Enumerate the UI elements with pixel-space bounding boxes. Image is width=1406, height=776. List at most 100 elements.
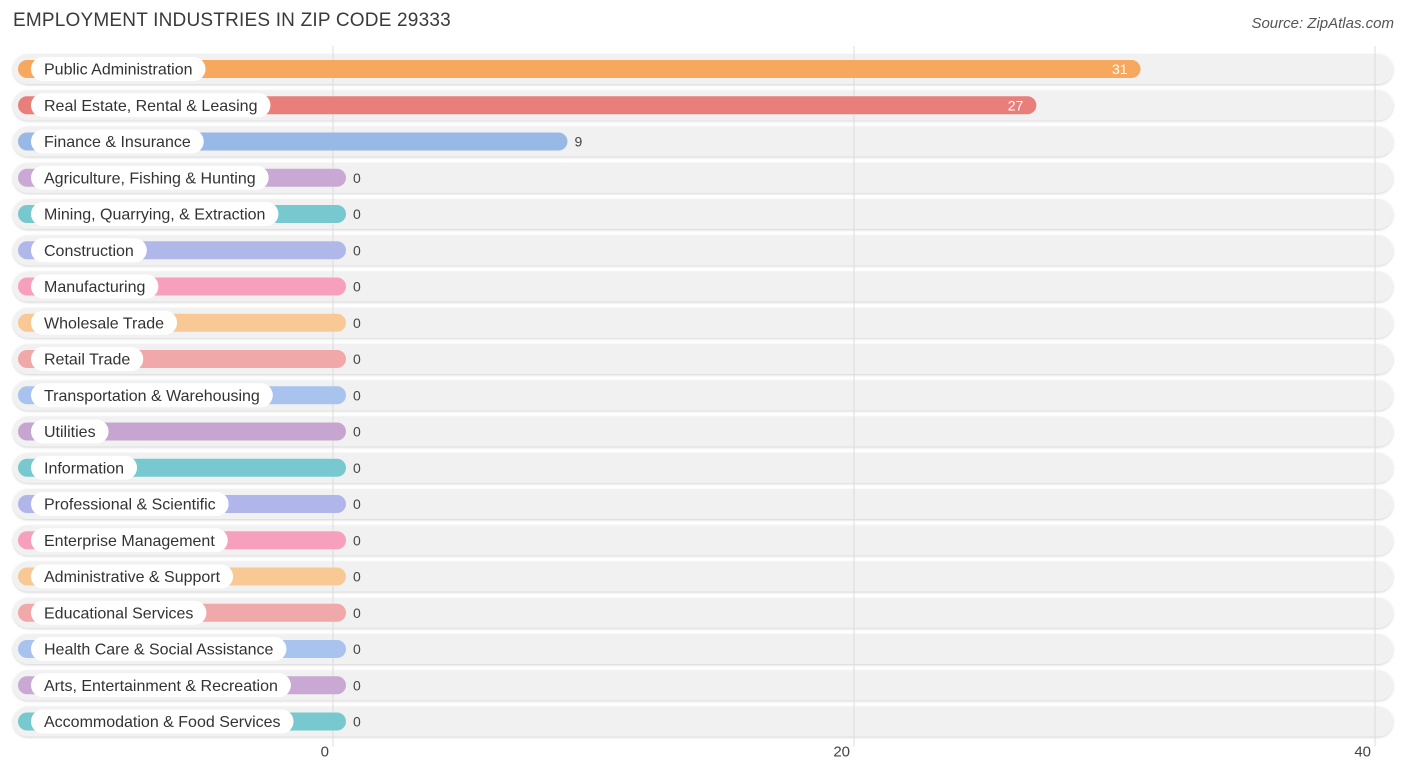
value-label: 31 bbox=[1112, 61, 1128, 77]
category-label-pill bbox=[31, 455, 138, 480]
category-label-pill bbox=[31, 129, 204, 154]
bar-row: Manufacturing 0 bbox=[18, 274, 361, 299]
value-label: 0 bbox=[353, 714, 361, 730]
category-label-pill bbox=[31, 709, 294, 734]
value-label: 0 bbox=[353, 460, 361, 476]
bar-row: Enterprise Management 0 bbox=[18, 528, 361, 553]
category-label: Arts, Entertainment & Recreation bbox=[44, 678, 278, 695]
row-track bbox=[13, 525, 1393, 556]
value-label: 9 bbox=[574, 134, 582, 150]
value-label: 0 bbox=[353, 206, 361, 222]
category-label-pill bbox=[31, 419, 109, 444]
category-label-pill bbox=[31, 202, 279, 226]
category-label-pill bbox=[31, 165, 269, 190]
value-label: 0 bbox=[353, 170, 361, 186]
category-label-pill bbox=[31, 93, 271, 118]
category-label: Administrative & Support bbox=[44, 569, 221, 586]
value-label: 0 bbox=[353, 424, 361, 440]
category-label: Transportation & Warehousing bbox=[44, 388, 260, 405]
category-label: Construction bbox=[44, 243, 134, 260]
bar bbox=[18, 96, 1037, 115]
row-track bbox=[13, 670, 1393, 701]
value-label: 0 bbox=[353, 242, 361, 258]
value-label: 27 bbox=[1008, 97, 1024, 113]
bar bbox=[18, 60, 1141, 78]
value-label: 0 bbox=[353, 387, 361, 403]
category-label: Enterprise Management bbox=[44, 533, 215, 550]
category-label-pill bbox=[31, 274, 159, 299]
bar-row: Public Administration 31 bbox=[18, 57, 1141, 81]
category-label-pill bbox=[31, 528, 228, 553]
value-label: 0 bbox=[353, 532, 361, 548]
category-label-pill bbox=[31, 564, 234, 589]
value-label: 0 bbox=[353, 569, 361, 585]
bar-row: Mining, Quarrying, & Extraction 0 bbox=[18, 202, 361, 226]
value-label: 0 bbox=[353, 496, 361, 512]
row-track bbox=[13, 634, 1393, 664]
row-track bbox=[13, 416, 1393, 447]
bar-row: Wholesale Trade 0 bbox=[18, 310, 361, 335]
category-label: Manufacturing bbox=[44, 279, 145, 296]
bar-row: Real Estate, Rental & Leasing 27 bbox=[18, 93, 1037, 118]
bar-row: Accommodation & Food Services 0 bbox=[18, 709, 361, 734]
category-label: Educational Services bbox=[44, 605, 193, 622]
bar-row: Educational Services 0 bbox=[18, 600, 361, 625]
category-label-pill bbox=[31, 600, 207, 625]
row-track bbox=[13, 452, 1393, 483]
category-label-pill bbox=[31, 310, 178, 335]
category-label: Finance & Insurance bbox=[44, 134, 191, 151]
category-label-pill bbox=[31, 238, 147, 263]
category-label-pill bbox=[31, 673, 291, 698]
value-label: 0 bbox=[353, 641, 361, 657]
value-label: 0 bbox=[353, 279, 361, 295]
bar-row: Agriculture, Fishing & Hunting 0 bbox=[18, 165, 361, 190]
bar-row: Health Care & Social Assistance 0 bbox=[18, 637, 361, 661]
category-label: Retail Trade bbox=[44, 352, 130, 369]
x-axis-ticks: 0 20 40 bbox=[321, 744, 1371, 761]
bar-row: Retail Trade 0 bbox=[18, 347, 361, 371]
chart-source: Source: ZipAtlas.com bbox=[1251, 15, 1394, 32]
row-track bbox=[13, 597, 1393, 628]
row-track bbox=[13, 199, 1393, 229]
category-label: Real Estate, Rental & Leasing bbox=[44, 98, 257, 115]
category-label-pill bbox=[31, 57, 206, 81]
category-label-pill bbox=[31, 637, 287, 661]
category-label-pill bbox=[31, 383, 273, 408]
category-label-pill bbox=[31, 347, 144, 371]
bar-row: Transportation & Warehousing 0 bbox=[18, 383, 361, 408]
category-label-pill bbox=[31, 492, 229, 516]
row-track bbox=[13, 235, 1393, 266]
category-label: Information bbox=[44, 460, 124, 477]
category-label: Public Administration bbox=[44, 62, 193, 79]
category-label: Wholesale Trade bbox=[44, 315, 164, 332]
value-label: 0 bbox=[353, 351, 361, 367]
value-label: 0 bbox=[353, 605, 361, 621]
x-tick-label: 20 bbox=[833, 744, 850, 761]
category-label: Mining, Quarrying, & Extraction bbox=[44, 207, 265, 224]
x-tick-label: 40 bbox=[1354, 744, 1371, 761]
row-track bbox=[13, 271, 1393, 302]
value-label: 0 bbox=[353, 677, 361, 693]
category-label: Accommodation & Food Services bbox=[44, 714, 281, 731]
bar-row: Arts, Entertainment & Recreation 0 bbox=[18, 673, 361, 698]
row-track bbox=[13, 307, 1393, 338]
row-track bbox=[13, 380, 1393, 411]
bar-row: Finance & Insurance 9 bbox=[18, 129, 582, 154]
x-tick-label: 0 bbox=[321, 744, 329, 761]
category-label: Agriculture, Fishing & Hunting bbox=[44, 170, 256, 187]
chart-title: EMPLOYMENT INDUSTRIES IN ZIP CODE 29333 bbox=[13, 10, 451, 31]
bar-row: Administrative & Support 0 bbox=[18, 564, 361, 589]
category-label: Utilities bbox=[44, 424, 96, 441]
row-track bbox=[13, 706, 1393, 737]
row-track bbox=[13, 162, 1393, 193]
bar-row: Utilities 0 bbox=[18, 419, 361, 444]
bar-row: Construction 0 bbox=[18, 238, 361, 263]
row-track bbox=[13, 344, 1393, 374]
row-track bbox=[13, 561, 1393, 592]
row-track bbox=[13, 489, 1393, 519]
bar-row: Information 0 bbox=[18, 455, 361, 480]
category-label: Health Care & Social Assistance bbox=[44, 642, 274, 659]
value-label: 0 bbox=[353, 315, 361, 331]
bar-row: Professional & Scientific 0 bbox=[18, 492, 361, 516]
